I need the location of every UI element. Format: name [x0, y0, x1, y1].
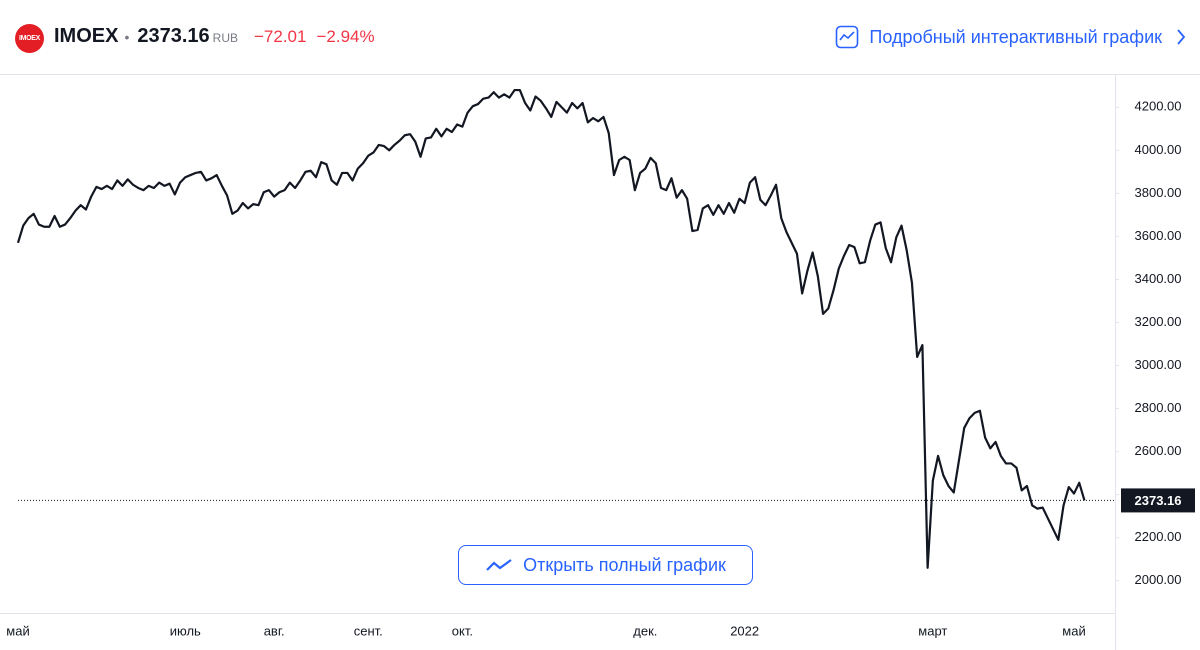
price-line	[16, 88, 1086, 569]
y-tick-label: 3600.00	[1135, 228, 1182, 243]
button-icon	[486, 559, 512, 571]
link-text: Подробный интерактивный график	[869, 26, 1162, 47]
separator: •	[124, 29, 130, 45]
y-tick-label: 3800.00	[1135, 185, 1182, 200]
change: −72.01	[254, 27, 307, 46]
currency: RUB	[212, 31, 238, 45]
button-text: Открыть полный график	[523, 554, 726, 575]
link-icon	[836, 25, 859, 49]
logo: IMOEX	[15, 24, 44, 53]
x-tick-label: июль	[170, 623, 201, 638]
y-tick-label: 4000.00	[1135, 142, 1182, 157]
y-tick-label: 2000.00	[1135, 572, 1182, 587]
y-tick-label: 3200.00	[1135, 314, 1182, 329]
change-percent: −2.94%	[316, 27, 375, 46]
y-tick-label: 4200.00	[1135, 99, 1182, 114]
interactive-chart-link[interactable]: Подробный интерактивный график	[835, 25, 1186, 49]
quote: IMOEX • 2373.16 RUB −72.01 −2.94%	[54, 25, 375, 48]
x-tick-label: дек.	[633, 623, 657, 638]
y-tick-label: 2600.00	[1135, 443, 1182, 458]
symbol: IMOEX	[54, 25, 119, 47]
x-tick-label: март	[918, 623, 947, 638]
header: IMOEX IMOEX • 2373.16 RUB −72.01 −2.94% …	[0, 0, 1200, 75]
y-tick-label: 2200.00	[1135, 529, 1182, 544]
last-price-label: 2373.16	[1135, 493, 1182, 508]
x-tick-label: сент.	[354, 623, 383, 638]
last-price-badge	[1121, 488, 1195, 513]
price: 2373.16	[137, 25, 210, 47]
x-tick-label: 2022	[730, 623, 759, 638]
open-full-chart-button[interactable]: Открыть полный график	[458, 545, 753, 585]
x-tick-label: авг.	[264, 623, 285, 638]
chevron	[1177, 29, 1186, 45]
x-tick-label: окт.	[452, 623, 473, 638]
x-tick-label: май	[1062, 623, 1085, 638]
x-tick-label: май	[6, 623, 29, 638]
y-tick-label: 3400.00	[1135, 271, 1182, 286]
y-tick-label: 2800.00	[1135, 400, 1182, 415]
y-tick-label: 3000.00	[1135, 357, 1182, 372]
